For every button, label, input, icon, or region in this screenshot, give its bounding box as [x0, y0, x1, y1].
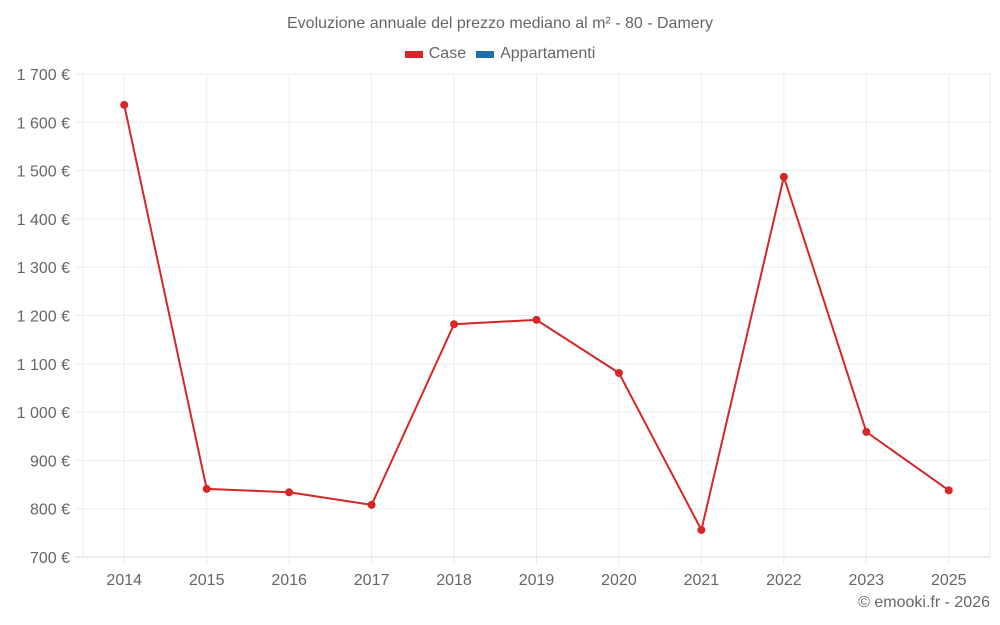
- x-tick-label: 2022: [766, 572, 802, 589]
- x-tick-label: 2018: [436, 572, 472, 589]
- data-point[interactable]: [450, 320, 459, 329]
- y-tick-label: 1 700 €: [17, 67, 70, 84]
- y-tick-label: 1 500 €: [17, 164, 70, 181]
- data-point[interactable]: [944, 486, 953, 495]
- x-tick-label: 2025: [931, 572, 967, 589]
- chart-title: Evoluzione annuale del prezzo mediano al…: [287, 15, 713, 32]
- data-point[interactable]: [285, 488, 294, 497]
- x-tick-label: 2020: [601, 572, 637, 589]
- data-point[interactable]: [367, 500, 376, 509]
- x-axis: 2014 2015 2016 2017 2018 2019 2020 2021 2022 2023…: [106, 572, 966, 589]
- x-tick-label: 2016: [271, 572, 307, 589]
- data-point[interactable]: [614, 368, 623, 377]
- data-point[interactable]: [120, 100, 129, 109]
- legend-swatch-case: [404, 50, 423, 58]
- y-tick-label: 900 €: [30, 453, 70, 470]
- x-tick-label: 2017: [354, 572, 390, 589]
- credit: © emooki.fr - 2026: [858, 594, 990, 611]
- y-tick-label: 700 €: [30, 550, 70, 567]
- grid-lines: [75, 73, 991, 565]
- data-point[interactable]: [202, 484, 211, 493]
- data-point[interactable]: [697, 525, 706, 534]
- legend: Case Appartamenti: [0, 45, 1000, 63]
- y-tick-label: 1 300 €: [17, 260, 70, 277]
- y-tick-label: 1 000 €: [17, 405, 70, 422]
- data-point[interactable]: [779, 172, 788, 181]
- legend-label-case: Case: [428, 45, 467, 62]
- data-point[interactable]: [532, 315, 541, 324]
- x-tick-label: 2021: [684, 572, 720, 589]
- y-tick-label: 1 400 €: [17, 212, 70, 229]
- data-point[interactable]: [862, 427, 871, 436]
- y-tick-label: 1 600 €: [17, 115, 70, 132]
- y-axis: 700 € 800 € 900 € 1 000 € 1 100 € 1 200 € 1 30…: [17, 67, 70, 567]
- y-tick-label: 1 100 €: [17, 357, 70, 374]
- series-case: [120, 100, 953, 534]
- x-tick-label: 2015: [189, 572, 225, 589]
- x-tick-label: 2019: [519, 572, 555, 589]
- x-tick-label: 2014: [106, 572, 142, 589]
- x-tick-label: 2023: [849, 572, 885, 589]
- y-tick-label: 1 200 €: [17, 309, 70, 326]
- legend-item-case[interactable]: Case: [404, 45, 467, 63]
- legend-swatch-appartamenti: [476, 50, 495, 58]
- y-tick-label: 800 €: [30, 502, 70, 519]
- legend-label-appartamenti: Appartamenti: [500, 45, 596, 62]
- legend-item-appartamenti[interactable]: Appartamenti: [476, 45, 595, 63]
